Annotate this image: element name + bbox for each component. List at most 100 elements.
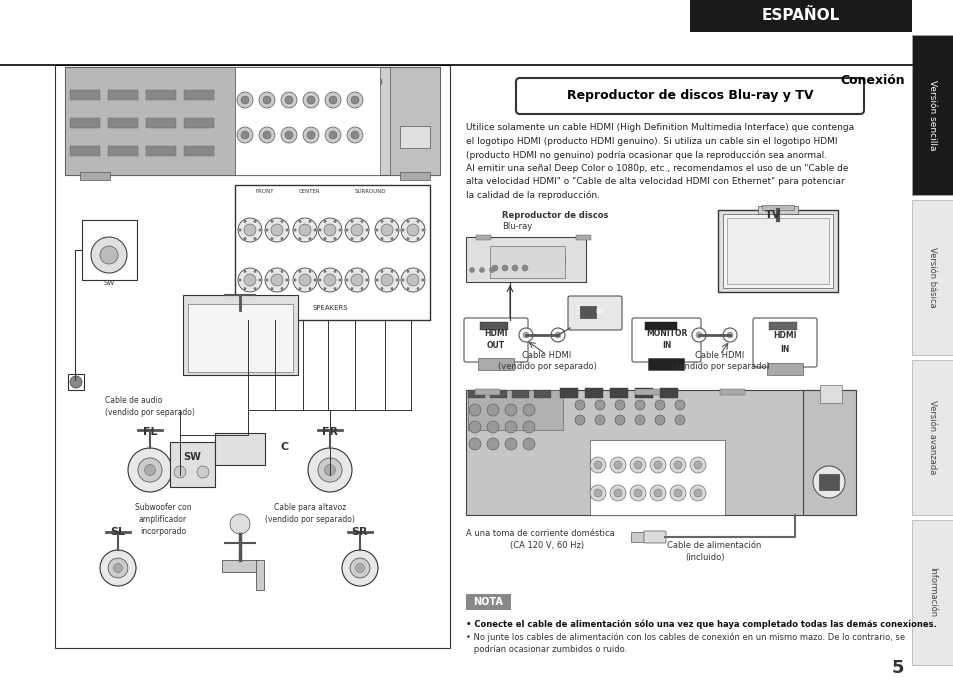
Circle shape [375, 218, 398, 242]
Bar [579, 306, 596, 318]
Bar [184, 90, 213, 100]
Bar [589, 440, 724, 515]
Circle shape [318, 279, 321, 281]
Text: podrían ocasionar zumbidos o ruido.: podrían ocasionar zumbidos o ruido. [465, 644, 626, 654]
Text: IN: IN [780, 345, 789, 353]
Circle shape [100, 550, 136, 586]
Bar [399, 126, 430, 148]
Circle shape [308, 270, 312, 273]
Bar [768, 322, 796, 330]
Circle shape [375, 229, 378, 232]
Circle shape [291, 77, 301, 87]
Circle shape [318, 229, 321, 232]
Circle shape [416, 287, 419, 290]
Circle shape [253, 270, 256, 273]
Circle shape [390, 220, 393, 223]
Circle shape [253, 237, 256, 240]
Circle shape [183, 77, 193, 87]
Circle shape [595, 400, 604, 410]
Bar [108, 90, 138, 100]
Circle shape [654, 489, 661, 497]
Bar [465, 390, 855, 515]
Circle shape [298, 224, 311, 236]
Bar [184, 146, 213, 156]
Circle shape [594, 489, 601, 497]
Bar [635, 388, 652, 398]
Circle shape [285, 131, 293, 139]
Circle shape [243, 287, 246, 290]
Text: SW: SW [103, 280, 114, 286]
Circle shape [298, 237, 301, 240]
Circle shape [479, 268, 484, 272]
Bar [609, 388, 627, 398]
Text: FL: FL [143, 427, 157, 437]
Bar [108, 146, 138, 156]
Circle shape [380, 274, 393, 286]
Circle shape [285, 279, 288, 281]
Circle shape [238, 279, 241, 281]
Bar [911, 200, 953, 355]
Circle shape [518, 328, 533, 342]
Circle shape [236, 77, 247, 87]
Circle shape [375, 268, 398, 292]
Text: Conexión: Conexión [840, 74, 904, 86]
Circle shape [237, 218, 262, 242]
Circle shape [285, 229, 288, 232]
Circle shape [355, 563, 364, 573]
Text: (vendido por separado): (vendido por separado) [497, 362, 596, 371]
Circle shape [390, 270, 393, 273]
Circle shape [372, 77, 381, 87]
Circle shape [635, 400, 644, 410]
Circle shape [298, 220, 301, 223]
Text: alta velocidad HDMI" o "Cable de alta velocidad HDMI con Ethernet" para potencia: alta velocidad HDMI" o "Cable de alta ve… [465, 178, 843, 187]
Circle shape [196, 466, 209, 478]
Circle shape [675, 415, 684, 425]
Circle shape [634, 489, 641, 497]
Circle shape [380, 270, 383, 273]
Circle shape [138, 458, 162, 482]
Circle shape [575, 415, 584, 425]
Circle shape [345, 77, 355, 87]
Circle shape [338, 229, 341, 232]
Bar [722, 214, 832, 288]
Circle shape [243, 220, 246, 223]
Circle shape [589, 457, 605, 473]
Circle shape [210, 77, 220, 87]
Circle shape [522, 421, 535, 433]
Bar [468, 390, 484, 398]
Text: C: C [280, 442, 289, 452]
Circle shape [350, 287, 354, 290]
Circle shape [689, 485, 705, 501]
Circle shape [469, 404, 480, 416]
Bar [766, 363, 802, 375]
Circle shape [323, 220, 326, 223]
Bar [184, 118, 213, 128]
Circle shape [345, 218, 369, 242]
Text: HDMI: HDMI [484, 330, 507, 338]
Bar [65, 67, 234, 175]
Circle shape [504, 438, 517, 450]
Circle shape [324, 274, 335, 286]
Text: Versión básica: Versión básica [927, 247, 937, 307]
Circle shape [271, 287, 274, 290]
Bar [255, 560, 264, 590]
Circle shape [649, 485, 665, 501]
Text: Reproductor de discos Blu-ray y TV: Reproductor de discos Blu-ray y TV [566, 89, 812, 103]
Bar [108, 118, 138, 128]
Circle shape [615, 415, 624, 425]
Text: (vendido por separado): (vendido por separado) [670, 362, 769, 371]
Circle shape [307, 96, 314, 104]
Text: Subwoofer con: Subwoofer con [134, 503, 192, 512]
Circle shape [360, 287, 363, 290]
Circle shape [307, 131, 314, 139]
Circle shape [669, 457, 685, 473]
Circle shape [722, 328, 737, 342]
Bar [214, 433, 265, 465]
Circle shape [504, 421, 517, 433]
Circle shape [350, 558, 370, 578]
Circle shape [230, 514, 250, 534]
Circle shape [334, 237, 336, 240]
Circle shape [416, 237, 419, 240]
Circle shape [395, 279, 398, 281]
Circle shape [102, 77, 112, 87]
